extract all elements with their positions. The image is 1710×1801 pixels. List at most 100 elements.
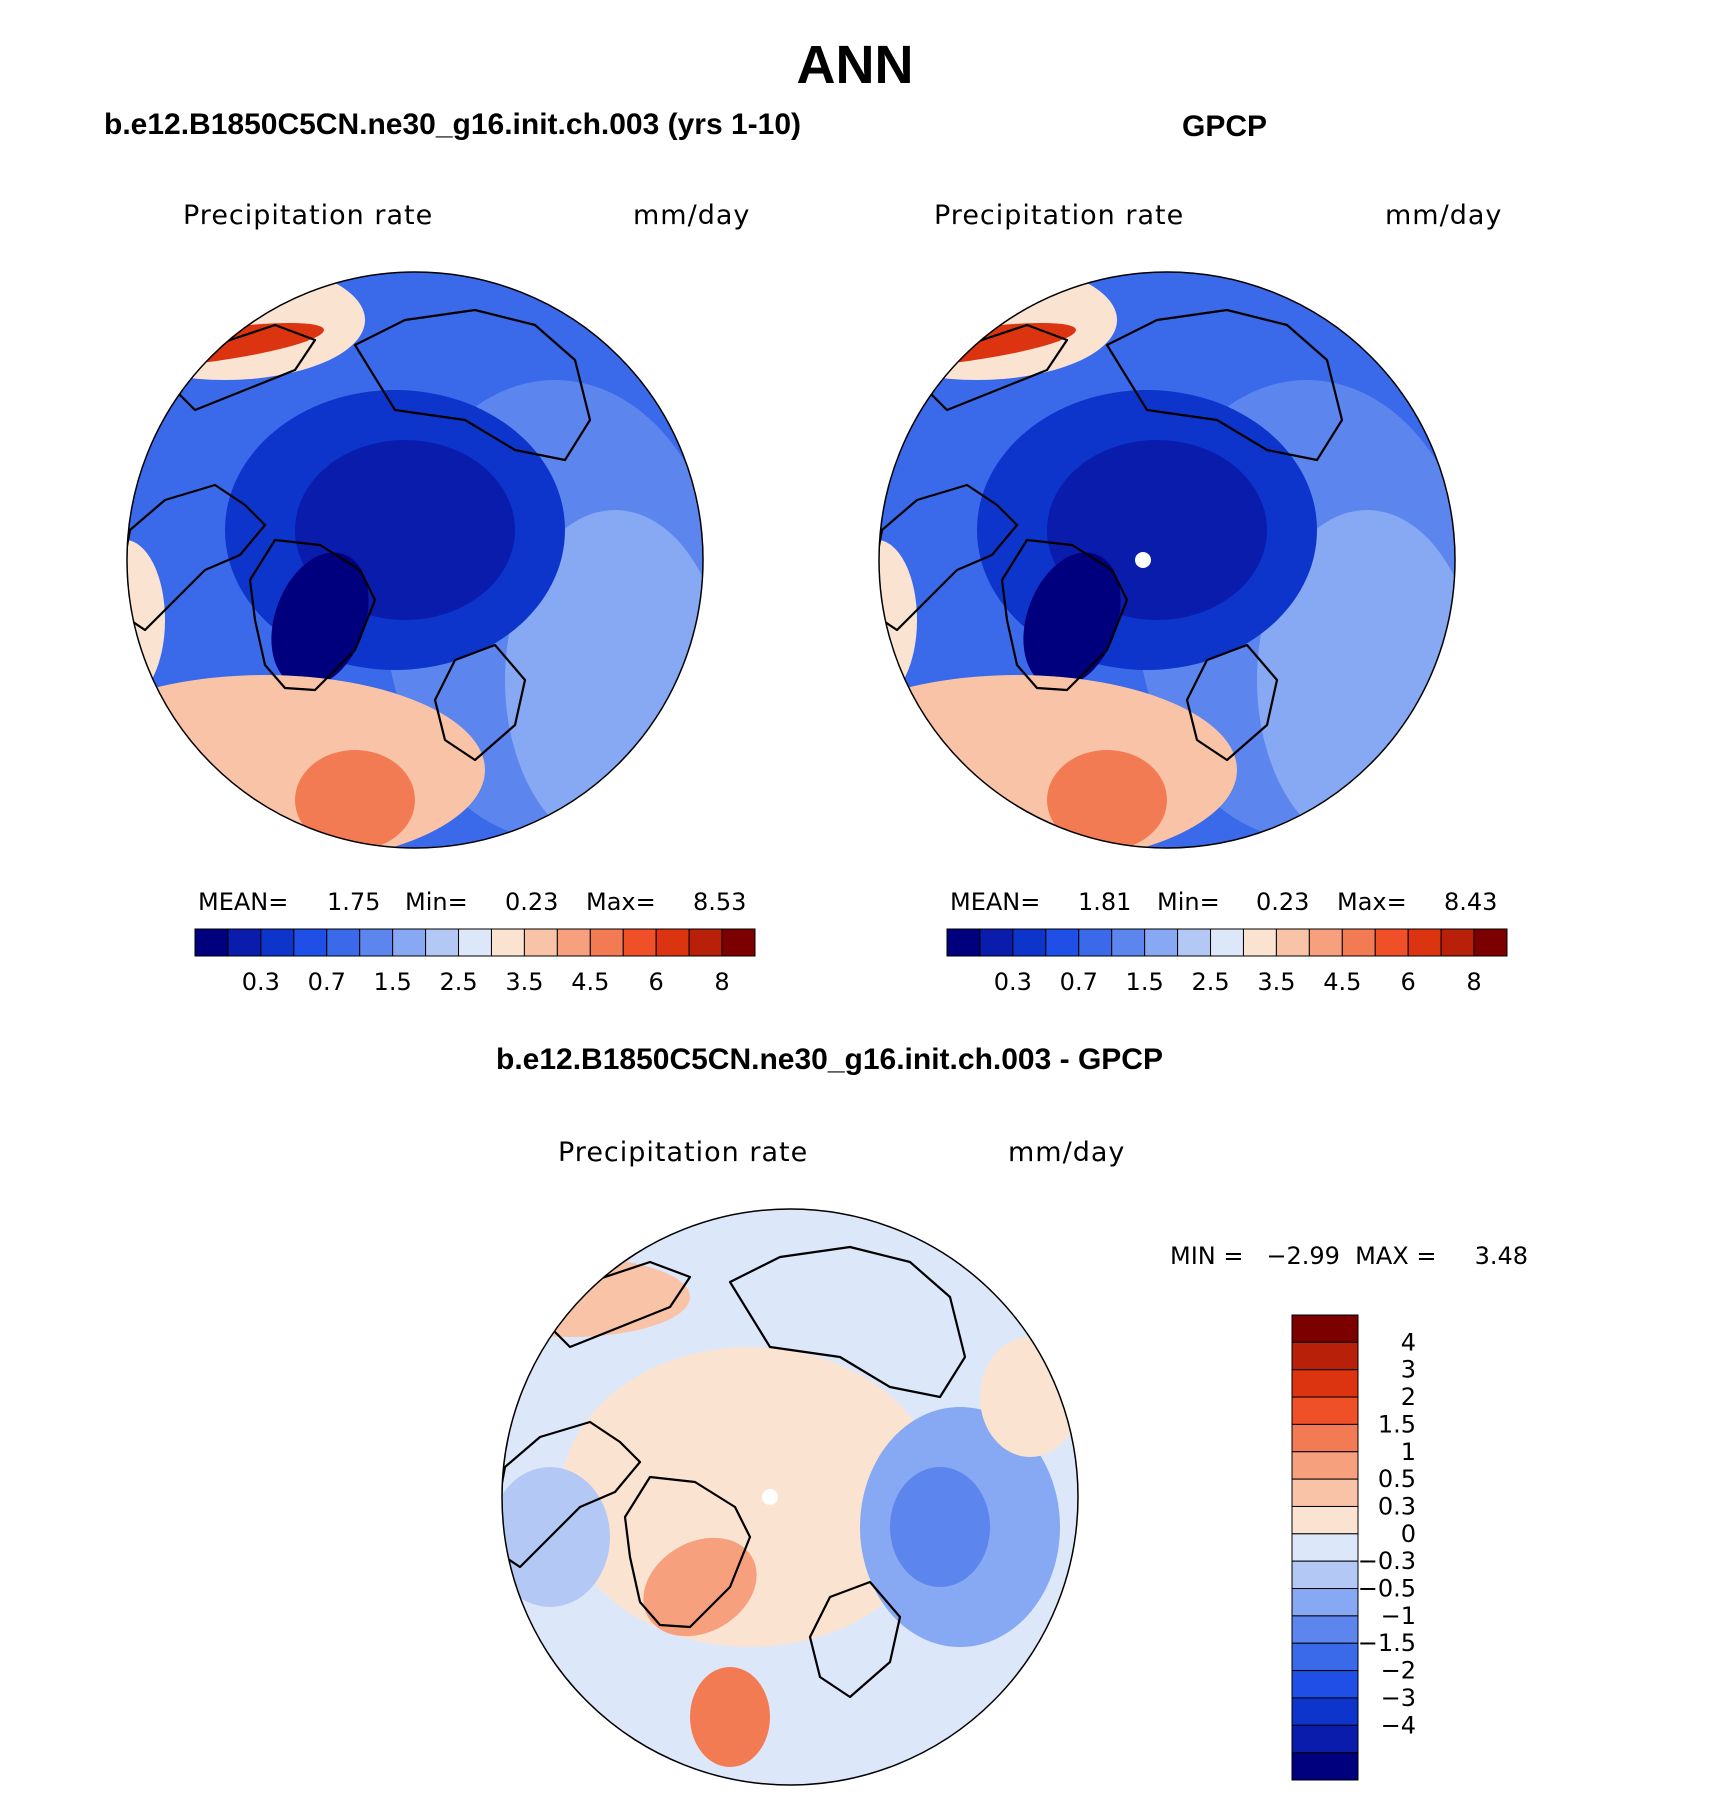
colorbar-box (1291, 1615, 1359, 1644)
colorbar-tick-label: 0.5 (1378, 1465, 1416, 1493)
mean-label-model: MEAN= (198, 888, 289, 916)
units-label-obs: mm/day (1385, 200, 1503, 231)
colorbar-tick-label: −0.5 (1358, 1575, 1416, 1603)
map-border-model (126, 271, 704, 849)
colorbar-box (1291, 1505, 1359, 1535)
colorbar-tick-label: −1.5 (1358, 1629, 1416, 1657)
greenland-east-positive (643, 1537, 757, 1637)
colorbar-box (1291, 1423, 1359, 1453)
colorbar-tick-label: 6 (1401, 968, 1416, 996)
colorbar-box (392, 928, 427, 957)
page-title: ANN (796, 35, 914, 95)
colorbar-box (1291, 1724, 1359, 1754)
colorbar-tick-label: −4 (1381, 1711, 1416, 1739)
colorbar-box (1291, 1533, 1359, 1562)
map-border-obs (878, 271, 1456, 849)
colorbar-tick-label: 0.3 (1378, 1492, 1416, 1520)
coast-siberia (353, 308, 592, 462)
colorbar-box (655, 928, 690, 957)
pacific-wet (127, 272, 365, 380)
colorbar-tick-label: 8 (714, 968, 729, 996)
colorbar-box (1291, 1752, 1359, 1781)
colorbar-box (1291, 1341, 1359, 1371)
colorbar-tick-label: 4.5 (1323, 968, 1361, 996)
colorbar-box (622, 928, 657, 957)
min-value-obs: 0.23 (1256, 888, 1310, 916)
greenland-dry (271, 552, 369, 688)
min-label-model: Min= (405, 888, 468, 916)
colorbar-box (1341, 928, 1376, 957)
pacific-wet (879, 272, 1117, 380)
colorbar-tick-label: 1.5 (374, 968, 412, 996)
colorbar-box (589, 928, 624, 957)
colorbar-box (1291, 1670, 1359, 1699)
colorbar-box (1407, 928, 1442, 957)
colorbar-box (688, 928, 723, 957)
colorbar-box (1177, 928, 1212, 957)
colorbar-box (326, 928, 361, 957)
colorbar-tick-label: 8 (1466, 968, 1481, 996)
colorbar-box (1012, 928, 1047, 957)
atlantic-positive (690, 1667, 770, 1767)
colorbar-box (1144, 928, 1179, 957)
colorbar-box (1111, 928, 1146, 957)
min-label-obs: Min= (1157, 888, 1220, 916)
max-label-model: Max= (586, 888, 656, 916)
atlantic-storm (295, 750, 415, 848)
colorbar-box (979, 928, 1014, 957)
colorbar-tick-label: 0.7 (1060, 968, 1098, 996)
colorbar-box (1291, 1588, 1359, 1617)
panel-title-obs: GPCP (1182, 110, 1268, 143)
colorbar-box (260, 928, 295, 957)
colorbar-tick-label: −1 (1381, 1602, 1416, 1630)
coast-greenland (1000, 538, 1129, 692)
colorbar-box (1045, 928, 1080, 957)
colorbar-box (425, 928, 460, 957)
colorbar-tick-label: 0.3 (994, 968, 1032, 996)
units-label-diff: mm/day (1008, 1137, 1126, 1168)
colorbar-tick-label: 2.5 (439, 968, 477, 996)
coast-canada (127, 483, 267, 632)
colorbar-box (1078, 928, 1113, 957)
colorbar-tick-label: 0.7 (308, 968, 346, 996)
colorbar-tick-label: −3 (1381, 1684, 1416, 1712)
pole-gap-marker (1135, 552, 1151, 568)
colorbar-box (1291, 1369, 1359, 1398)
asia-positive (980, 1337, 1078, 1457)
colorbar-tick-label: 2 (1401, 1383, 1416, 1411)
colorbar-tick-label: 3 (1401, 1356, 1416, 1384)
map-panel-model (127, 272, 703, 848)
colorbar-box (293, 928, 328, 957)
colorbar-box (1291, 1642, 1359, 1672)
colorbar-box (359, 928, 394, 957)
atlantic-storm (1047, 750, 1167, 848)
min-value-model: 0.23 (505, 888, 559, 916)
atl-edge (127, 540, 165, 700)
colorbar-tick-label: 0.3 (242, 968, 280, 996)
coast-scandinavia (1185, 643, 1279, 762)
colorbar-box (227, 928, 262, 957)
max-value-obs: 8.43 (1444, 888, 1498, 916)
colorbar-box (1473, 928, 1508, 957)
colorbar-tick-label: 2.5 (1191, 968, 1229, 996)
atlantic-wet (127, 675, 485, 848)
colorbar-tick-label: 1.5 (1126, 968, 1164, 996)
coast-greenland (248, 538, 377, 692)
colorbar-tick-label: 3.5 (505, 968, 543, 996)
mean-value-obs: 1.81 (1078, 888, 1132, 916)
variable-label-model: Precipitation rate (183, 200, 434, 231)
colorbar-tick-label: 1.5 (1378, 1410, 1416, 1438)
panel-title-model: b.e12.B1850C5CN.ne30_g16.init.ch.003 (yr… (104, 108, 802, 141)
coast-siberia (1105, 308, 1344, 462)
atl-edge (879, 540, 917, 700)
coast-scandinavia (433, 643, 527, 762)
colorbar-box (458, 928, 492, 957)
coast-canada (879, 483, 1019, 632)
panel-title-diff: b.e12.B1850C5CN.ne30_g16.init.ch.003 - G… (496, 1043, 1163, 1076)
pacific-positive (502, 1257, 690, 1337)
colorbar-tick-label: 1 (1401, 1438, 1416, 1466)
colorbar-tick-label: 0 (1401, 1520, 1416, 1548)
colorbar-box (523, 928, 558, 957)
coast-greenland (623, 1475, 752, 1629)
